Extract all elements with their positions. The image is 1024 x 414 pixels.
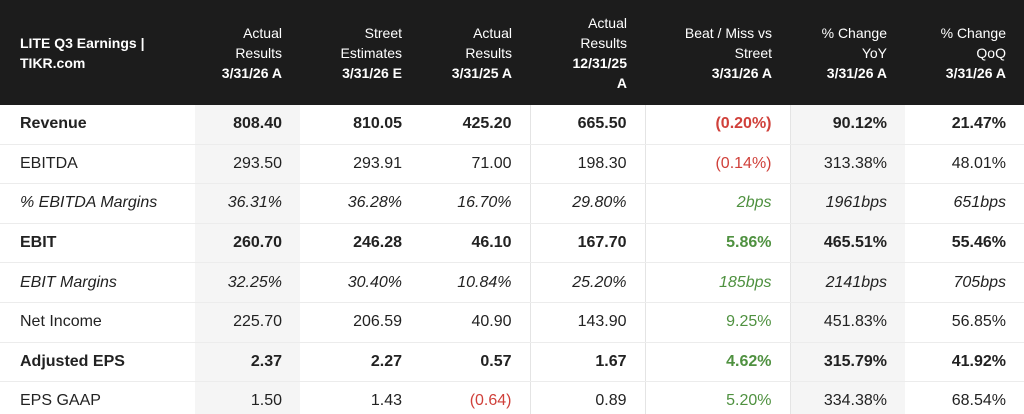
cell-value: 71.00 bbox=[420, 144, 530, 185]
column-period: 3/31/26 A bbox=[221, 64, 282, 81]
cell-value: 29.80% bbox=[529, 183, 645, 224]
cell-value: 36.31% bbox=[195, 183, 300, 224]
table-title: LITE Q3 Earnings | TIKR.com bbox=[0, 0, 195, 105]
cell-value: 225.70 bbox=[195, 302, 300, 343]
cell-value: 143.90 bbox=[529, 302, 645, 343]
column-period: 3/31/26 A bbox=[826, 64, 887, 81]
cell-value: 313.38% bbox=[789, 144, 905, 185]
cell-value: 808.40 bbox=[195, 105, 300, 145]
column-period: 3/31/26 A bbox=[711, 64, 772, 81]
cell-value: 1.43 bbox=[300, 381, 420, 414]
cell-value: 56.85% bbox=[905, 302, 1024, 343]
cell-value: 167.70 bbox=[529, 223, 645, 264]
column-header: Actual Results 12/31/25 A bbox=[530, 0, 645, 105]
cell-value: 810.05 bbox=[300, 105, 420, 145]
cell-value: 2141bps bbox=[789, 262, 905, 303]
cell-value: 48.01% bbox=[905, 144, 1024, 185]
cell-value: 2.27 bbox=[300, 342, 420, 383]
row-label: Adjusted EPS bbox=[0, 342, 195, 383]
cell-value: 32.25% bbox=[195, 262, 300, 303]
cell-value: 68.54% bbox=[905, 381, 1024, 414]
cell-value: 651bps bbox=[905, 183, 1024, 224]
cell-value: 260.70 bbox=[195, 223, 300, 264]
cell-value: (0.20%) bbox=[644, 105, 790, 145]
cell-value: 1.50 bbox=[195, 381, 300, 414]
cell-value: 665.50 bbox=[529, 105, 645, 145]
table-row: EBIT Margins 32.25% 30.40% 10.84% 25.20% 185b… bbox=[0, 262, 1024, 303]
cell-value: 55.46% bbox=[905, 223, 1024, 264]
row-label: EPS GAAP bbox=[0, 381, 195, 414]
cell-value: 0.89 bbox=[529, 381, 645, 414]
column-label: Beat / Miss vs Street bbox=[684, 24, 772, 61]
cell-value: 1961bps bbox=[789, 183, 905, 224]
cell-value: 21.47% bbox=[905, 105, 1024, 145]
table-row: Net Income 225.70 206.59 40.90 143.90 9.25% 45… bbox=[0, 302, 1024, 343]
cell-value: 465.51% bbox=[789, 223, 905, 264]
table-row: Adjusted EPS 2.37 2.27 0.57 1.67 4.62% 315.79%… bbox=[0, 342, 1024, 383]
column-period: 3/31/26 A bbox=[945, 64, 1006, 81]
cell-value: 246.28 bbox=[300, 223, 420, 264]
column-period: 3/31/25 A bbox=[451, 64, 512, 81]
cell-value: 334.38% bbox=[789, 381, 905, 414]
column-header: Actual Results 3/31/25 A bbox=[420, 0, 530, 105]
row-label: Revenue bbox=[0, 105, 195, 145]
column-label: Actual Results bbox=[465, 24, 512, 61]
column-header: Beat / Miss vs Street 3/31/26 A bbox=[645, 0, 790, 105]
cell-value: 41.92% bbox=[905, 342, 1024, 383]
header-row: LITE Q3 Earnings | TIKR.com Actual Resul… bbox=[0, 0, 1024, 105]
cell-value: 9.25% bbox=[644, 302, 790, 343]
cell-value: 5.20% bbox=[644, 381, 790, 414]
cell-value: 10.84% bbox=[420, 262, 530, 303]
table-row: Revenue 808.40 810.05 425.20 665.50 (0.20%) 90… bbox=[0, 105, 1024, 145]
column-label: % Change QoQ bbox=[940, 24, 1006, 61]
column-header: Street Estimates 3/31/26 E bbox=[300, 0, 420, 105]
cell-value: 2bps bbox=[644, 183, 790, 224]
cell-value: (0.14%) bbox=[644, 144, 790, 185]
cell-value: 30.40% bbox=[300, 262, 420, 303]
cell-value: (0.64) bbox=[420, 381, 530, 414]
column-label: Actual Results bbox=[235, 24, 282, 61]
table-body: Revenue 808.40 810.05 425.20 665.50 (0.20%) 90… bbox=[0, 105, 1024, 414]
column-period: 3/31/26 E bbox=[342, 64, 402, 81]
cell-value: 90.12% bbox=[789, 105, 905, 145]
row-label: EBIT bbox=[0, 223, 195, 264]
cell-value: 5.86% bbox=[644, 223, 790, 264]
cell-value: 293.91 bbox=[300, 144, 420, 185]
column-header: Actual Results 3/31/26 A bbox=[195, 0, 300, 105]
cell-value: 2.37 bbox=[195, 342, 300, 383]
table-row: EBITDA 293.50 293.91 71.00 198.30 (0.14%) 313.… bbox=[0, 144, 1024, 185]
column-label: % Change YoY bbox=[821, 24, 887, 61]
cell-value: 185bps bbox=[644, 262, 790, 303]
column-period: 12/31/25 A bbox=[572, 54, 628, 91]
cell-value: 40.90 bbox=[420, 302, 530, 343]
row-label: % EBITDA Margins bbox=[0, 183, 195, 224]
cell-value: 705bps bbox=[905, 262, 1024, 303]
column-label: Actual Results bbox=[580, 14, 627, 51]
table-row: EPS GAAP 1.50 1.43 (0.64) 0.89 5.20% 334.38% 68… bbox=[0, 381, 1024, 414]
column-label: Street Estimates bbox=[340, 24, 402, 61]
column-header: % Change YoY 3/31/26 A bbox=[790, 0, 905, 105]
cell-value: 16.70% bbox=[420, 183, 530, 224]
cell-value: 25.20% bbox=[529, 262, 645, 303]
cell-value: 293.50 bbox=[195, 144, 300, 185]
table-row: EBIT 260.70 246.28 46.10 167.70 5.86% 465.51% 5… bbox=[0, 223, 1024, 264]
cell-value: 46.10 bbox=[420, 223, 530, 264]
cell-value: 206.59 bbox=[300, 302, 420, 343]
cell-value: 315.79% bbox=[789, 342, 905, 383]
cell-value: 451.83% bbox=[789, 302, 905, 343]
column-header: % Change QoQ 3/31/26 A bbox=[905, 0, 1024, 105]
table-header: LITE Q3 Earnings | TIKR.com Actual Resul… bbox=[0, 0, 1024, 105]
cell-value: 198.30 bbox=[529, 144, 645, 185]
cell-value: 4.62% bbox=[644, 342, 790, 383]
cell-value: 0.57 bbox=[420, 342, 530, 383]
cell-value: 425.20 bbox=[420, 105, 530, 145]
cell-value: 36.28% bbox=[300, 183, 420, 224]
cell-value: 1.67 bbox=[529, 342, 645, 383]
row-label: EBIT Margins bbox=[0, 262, 195, 303]
row-label: EBITDA bbox=[0, 144, 195, 185]
table-row: % EBITDA Margins 36.31% 36.28% 16.70% 29.80%… bbox=[0, 183, 1024, 224]
row-label: Net Income bbox=[0, 302, 195, 343]
